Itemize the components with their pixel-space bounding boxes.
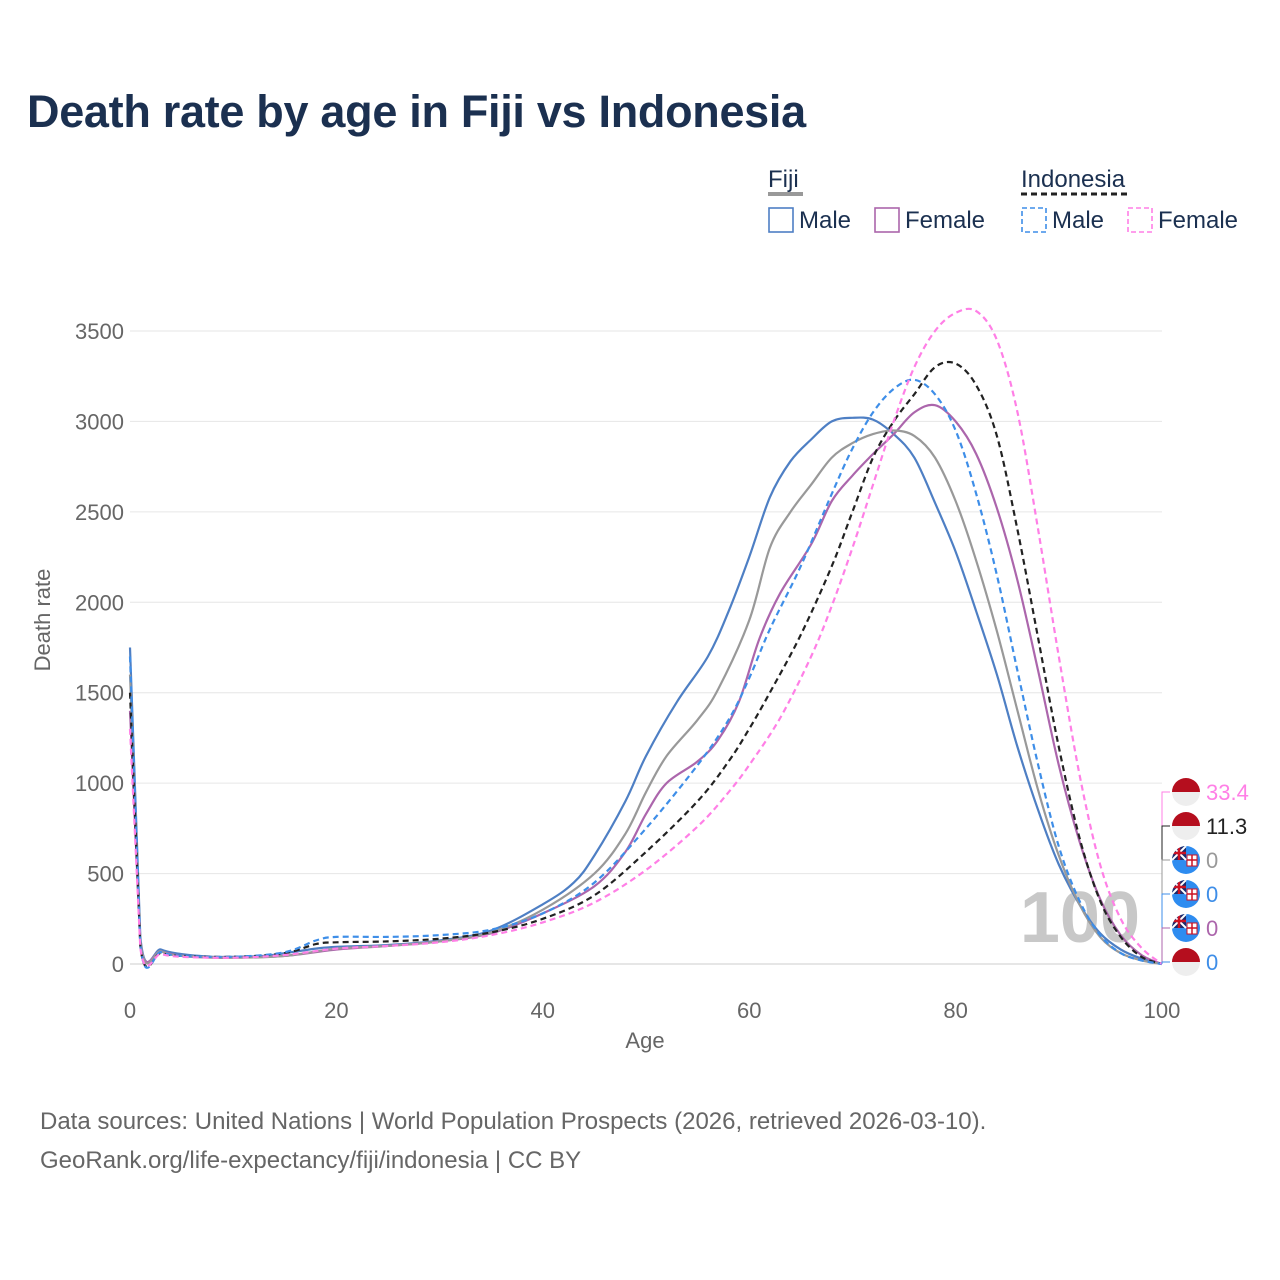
y-tick-label: 2500 [75, 500, 124, 525]
indonesia-flag-icon [1172, 948, 1200, 976]
end-label-connector [1161, 791, 1170, 964]
y-tick-label: 1000 [75, 771, 124, 796]
fiji-flag-icon [1172, 846, 1200, 874]
end-labels: 33.4 11.3 0 0 0 0 [1161, 778, 1249, 976]
end-label-value: 0 [1206, 848, 1218, 873]
series-line-indonesia-female [128, 307, 1163, 967]
source-link[interactable]: GeoRank.org/life-expectancy/fiji/indones… [40, 1147, 582, 1174]
y-tick-label: 3500 [75, 319, 124, 344]
indonesia-flag-icon [1172, 812, 1200, 840]
legend-label-female[interactable]: Female [905, 207, 985, 234]
series-line-fiji-male-2- [128, 429, 1163, 966]
legend-swatch-female[interactable] [1127, 207, 1153, 233]
end-label-value: 0 [1206, 882, 1218, 907]
legend-swatch-female[interactable] [874, 207, 900, 233]
end-label-connector [1161, 825, 1170, 964]
x-tick-label: 80 [943, 998, 967, 1023]
y-tick-label: 1500 [75, 681, 124, 706]
watermark-year: 100 [1020, 878, 1140, 958]
y-axis-label: Death rate [30, 569, 55, 672]
x-tick-label: 100 [1144, 998, 1181, 1023]
x-tick-label: 0 [124, 998, 136, 1023]
legend-label-female[interactable]: Female [1158, 207, 1238, 234]
fiji-flag-icon [1172, 914, 1200, 942]
legend-label-male[interactable]: Male [1052, 207, 1104, 234]
y-axis: 0 500 1000 1500 2000 2500 3000 3500 [75, 319, 124, 977]
legend-swatch-male[interactable] [768, 207, 794, 233]
series-line-indonesia-male [128, 378, 1163, 969]
x-tick-label: 40 [531, 998, 555, 1023]
end-label-value: 33.4 [1206, 780, 1249, 805]
fiji-flag-icon [1172, 880, 1200, 908]
end-label-value: 11.3 [1206, 814, 1247, 839]
legend-group-indonesia: Indonesia [1021, 166, 1126, 193]
end-label-connector [1161, 859, 1170, 964]
x-axis: 0 20 40 60 80 100 [124, 998, 1180, 1023]
y-tick-label: 500 [87, 862, 124, 887]
legend-swatch-male[interactable] [1021, 207, 1047, 233]
end-label-connector [1161, 893, 1170, 964]
series-lines [128, 307, 1163, 969]
x-tick-label: 20 [324, 998, 348, 1023]
end-label-connector [1161, 927, 1170, 964]
source-note: Data sources: United Nations | World Pop… [40, 1108, 987, 1135]
legend-group-fiji: Fiji [768, 166, 799, 193]
end-label-connector [1161, 961, 1170, 964]
chart-title: Death rate by age in Fiji vs Indonesia [27, 86, 806, 137]
x-tick-label: 60 [737, 998, 761, 1023]
end-label-value: 0 [1206, 950, 1218, 975]
legend-label-male[interactable]: Male [799, 207, 851, 234]
y-tick-label: 0 [112, 952, 124, 977]
series-line-fiji-female [128, 403, 1163, 966]
gridlines [130, 330, 1162, 965]
end-label-value: 0 [1206, 916, 1218, 941]
indonesia-flag-icon [1172, 778, 1200, 806]
y-tick-label: 2000 [75, 590, 124, 615]
series-line-fiji-male [128, 416, 1163, 966]
x-axis-label: Age [625, 1028, 664, 1053]
series-line-indonesia-male-2- [128, 360, 1163, 968]
y-tick-label: 3000 [75, 409, 124, 434]
